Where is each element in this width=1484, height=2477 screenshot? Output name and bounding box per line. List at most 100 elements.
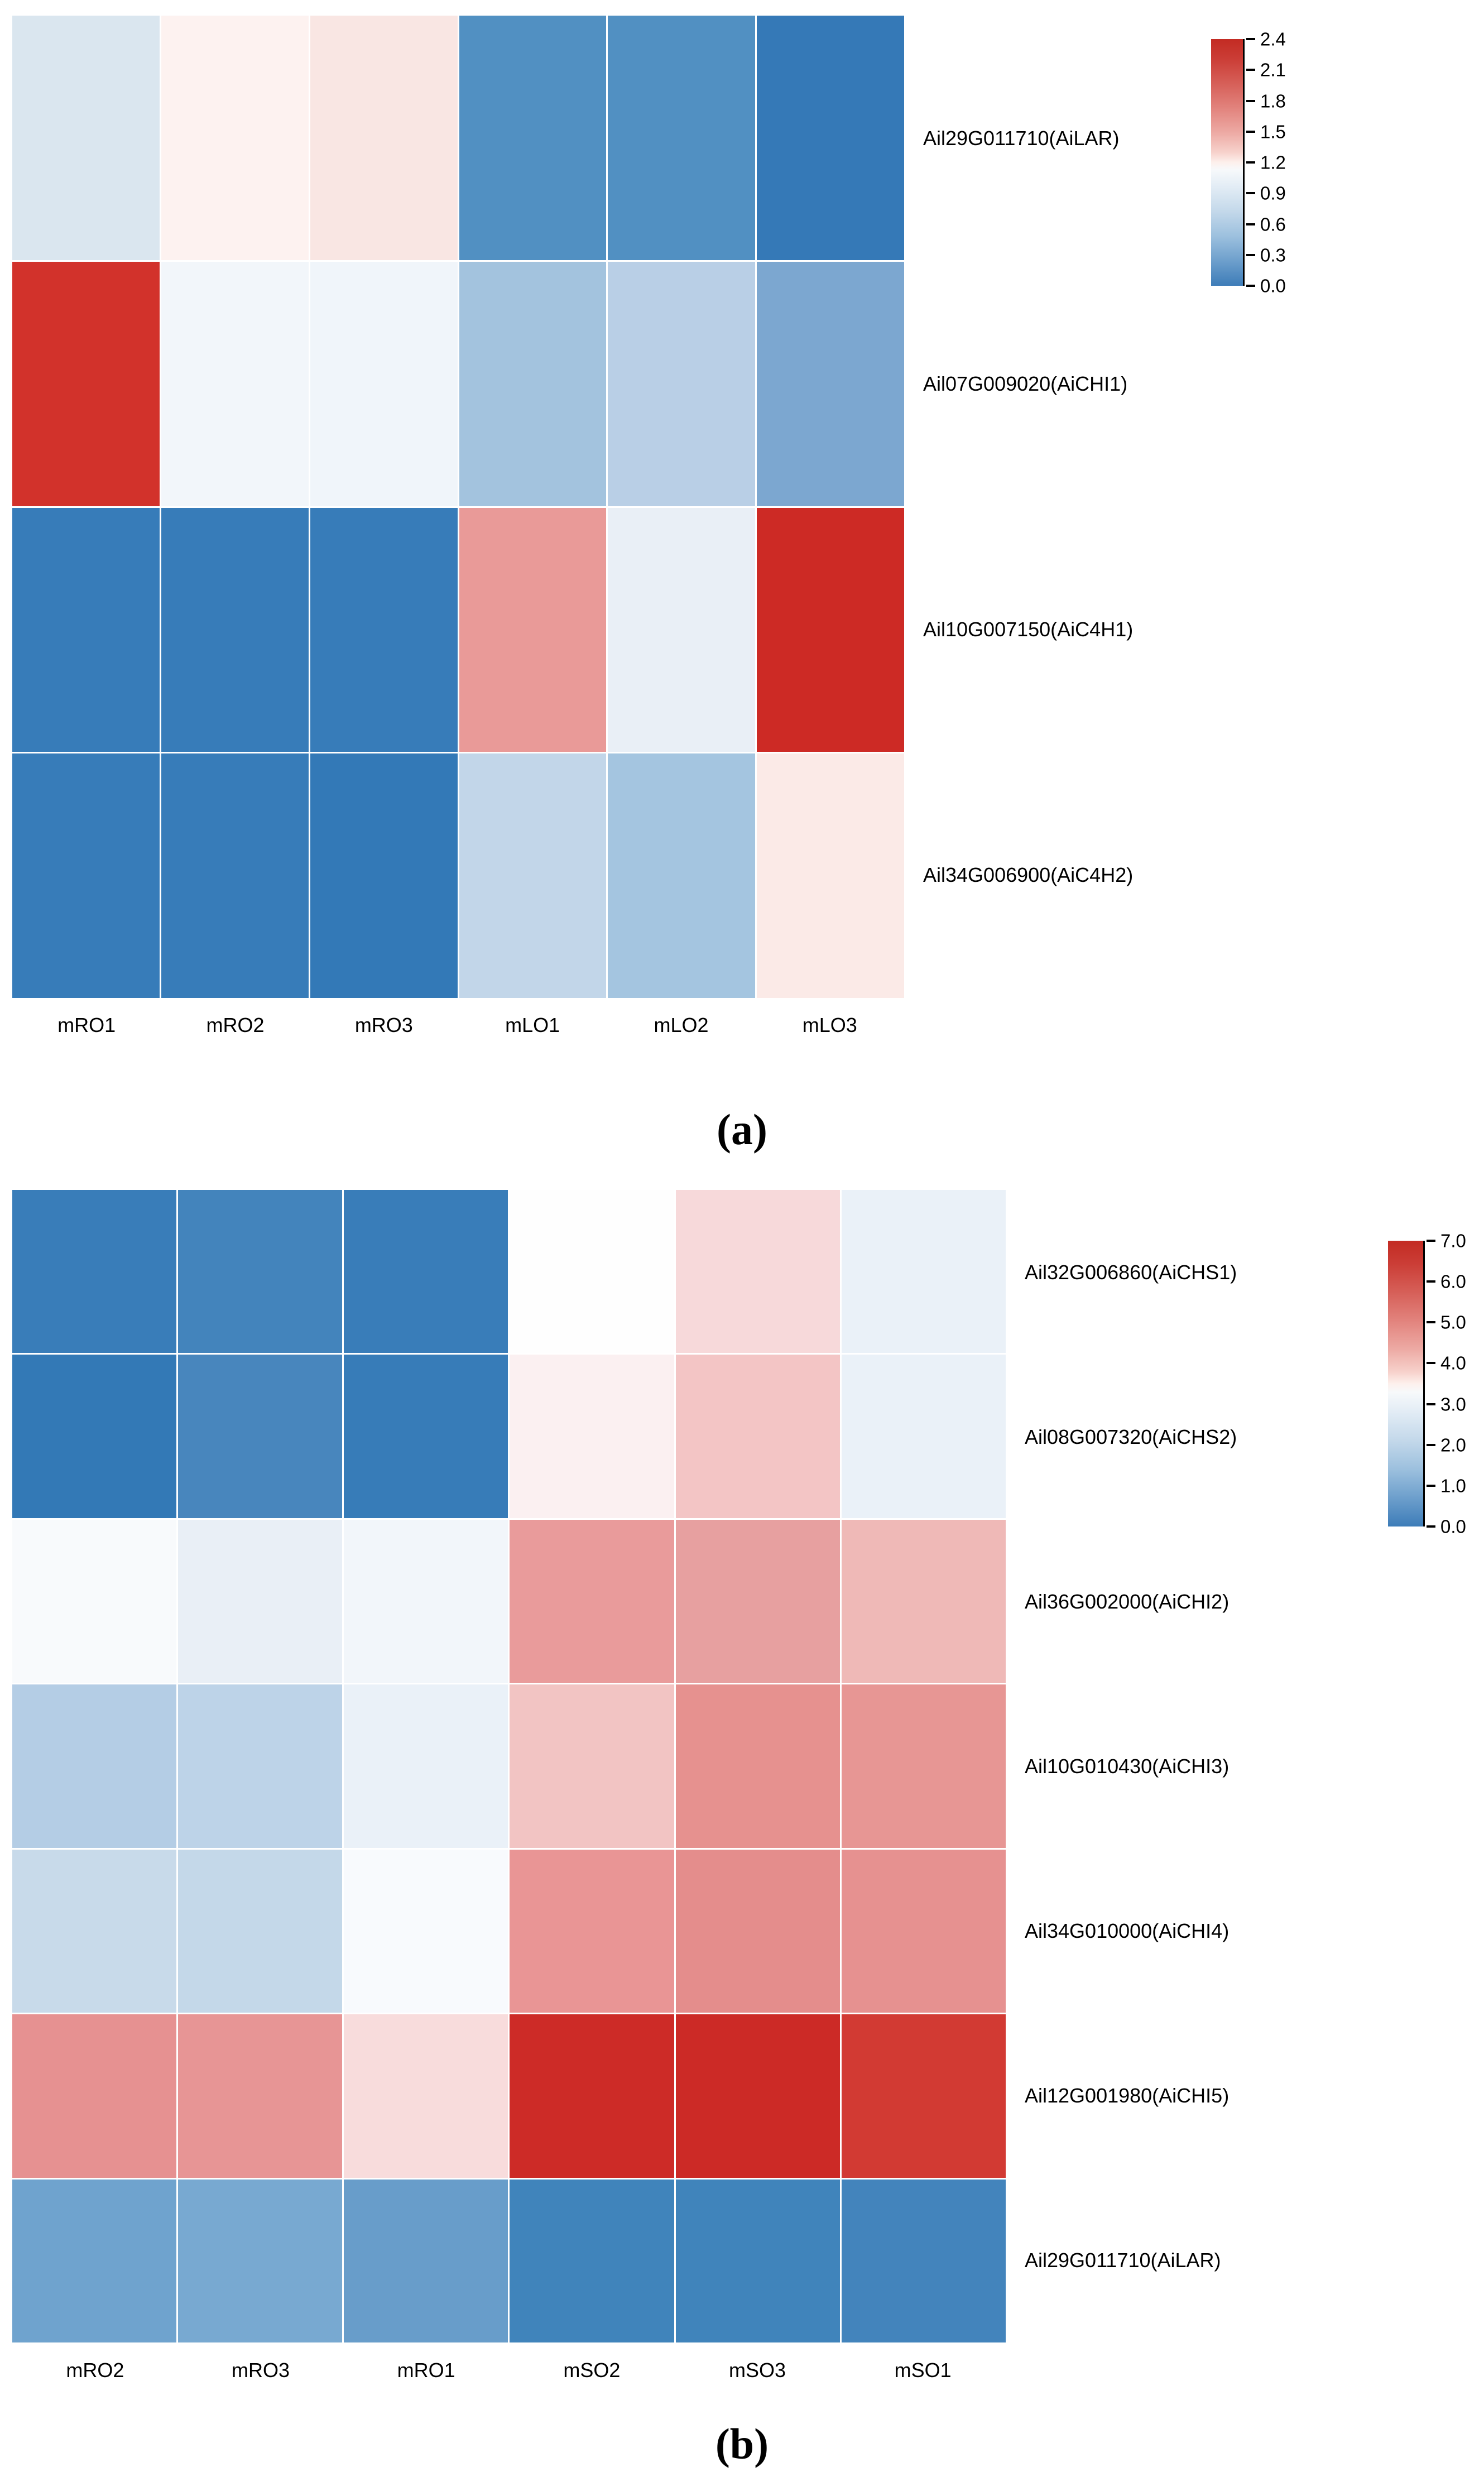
heatmap-cell: [310, 261, 458, 506]
heatmap-cell: [344, 1190, 508, 1353]
heatmap-cell: [841, 1519, 1006, 1683]
heatmap-cell: [675, 1849, 840, 2013]
column-label: mSO1: [894, 2359, 952, 2382]
row-label: Ail29G011710(AiLAR): [1025, 2248, 1221, 2272]
heatmap-cell: [12, 261, 160, 506]
heatmap-cell: [310, 753, 458, 998]
heatmap-cell: [608, 507, 756, 752]
colorbar-tick-label: 7.0: [1440, 1230, 1466, 1251]
heatmap-cell: [12, 1849, 177, 2013]
colorbar-tick-label: 0.6: [1260, 214, 1286, 234]
row-label: Ail07G009020(AiCHI1): [923, 372, 1128, 395]
row-label: Ail12G001980(AiCHI5): [1025, 2084, 1230, 2107]
heatmap-cell: [608, 261, 756, 506]
heatmap-cell: [459, 753, 607, 998]
heatmap-cell: [459, 507, 607, 752]
column-label: mLO1: [505, 1014, 560, 1036]
colorbar-tick-label: 1.8: [1260, 90, 1286, 111]
heatmap-cell: [12, 1684, 177, 1848]
heatmap-cell: [757, 507, 904, 752]
column-label: mRO2: [206, 1014, 265, 1036]
heatmap-b: [12, 1190, 1006, 2342]
colorbar-b: 7.0 6.0 5.0 4.0 3.0 2.0 1.0 0.0: [1388, 1232, 1466, 1536]
row-label: Ail36G002000(AiCHI2): [1025, 1590, 1230, 1613]
heatmap-cell: [12, 2179, 177, 2342]
column-label: mRO1: [57, 1014, 116, 1036]
colorbar-tick-label: 3.0: [1440, 1394, 1466, 1415]
heatmap-cell: [510, 1684, 674, 1848]
colorbar-tick-label: 0.3: [1260, 244, 1286, 266]
caption-a: (a): [717, 1105, 767, 1154]
colorbar-a-ticks: 2.4 2.1 1.8 1.5 1.2 0.9 0.6 0.3 0.0: [1245, 30, 1356, 295]
heatmap-b-column-labels: mRO2 mRO3 mRO1 mSO2 mSO3 mSO1: [12, 2347, 1006, 2394]
colorbar-tick-label: 0.0: [1440, 1516, 1466, 1537]
column-label: mSO2: [563, 2359, 621, 2382]
heatmap-cell: [841, 1355, 1006, 1518]
heatmap-cell: [344, 1355, 508, 1518]
colorbar-a: 2.4 2.1 1.8 1.5 1.2 0.9 0.6 0.3 0.0: [1211, 30, 1286, 295]
heatmap-cell: [675, 2179, 840, 2342]
heatmap-cell: [510, 1355, 674, 1518]
colorbar-tick-label: 1.2: [1260, 152, 1286, 173]
heatmap-cell: [178, 1519, 343, 1683]
heatmap-cell: [178, 2179, 343, 2342]
heatmap-cell: [841, 2179, 1006, 2342]
heatmap-cell: [344, 1684, 508, 1848]
colorbar-tick-label: 2.0: [1440, 1434, 1466, 1456]
heatmap-b-row-labels: Ail32G006860(AiCHS1) Ail08G007320(AiCHS2)…: [1025, 1190, 1360, 2342]
row-label: Ail34G006900(AiC4H2): [923, 863, 1134, 886]
heatmap-cell: [310, 16, 458, 260]
heatmap-cell: [510, 1519, 674, 1683]
heatmap-cell: [161, 16, 309, 260]
colorbar-a-gradient: [1211, 39, 1245, 286]
heatmap-cell: [344, 1849, 508, 2013]
column-label: mSO3: [729, 2359, 786, 2382]
heatmap-a-row-labels: Ail29G011710(AiLAR) Ail07G009020(AiCHI1) A…: [923, 16, 1236, 998]
heatmap-cell: [841, 1684, 1006, 1848]
colorbar-tick-label: 1.0: [1440, 1475, 1466, 1496]
row-label: Ail32G006860(AiCHS1): [1025, 1260, 1237, 1284]
heatmap-cell: [608, 753, 756, 998]
row-label: Ail34G010000(AiCHI4): [1025, 1919, 1230, 1942]
column-label: mRO3: [232, 2359, 290, 2382]
colorbar-tick-label: 2.1: [1260, 59, 1286, 80]
heatmap-cell: [310, 507, 458, 752]
row-label: Ail08G007320(AiCHS2): [1025, 1425, 1237, 1448]
caption-b: (b): [715, 2420, 769, 2468]
colorbar-tick-label: 2.4: [1260, 28, 1286, 50]
heatmap-cell: [12, 507, 160, 752]
heatmap-cell: [178, 1684, 343, 1848]
heatmap-a: [12, 16, 904, 998]
heatmap-cell: [344, 1519, 508, 1683]
heatmap-cell: [178, 1190, 343, 1353]
colorbar-tick-label: 0.9: [1260, 183, 1286, 204]
heatmap-cell: [510, 2014, 674, 2178]
heatmap-cell: [178, 1849, 343, 2013]
column-label: mLO2: [654, 1014, 709, 1036]
colorbar-b-gradient: [1388, 1241, 1425, 1526]
heatmap-cell: [675, 1190, 840, 1353]
row-label: Ail10G010430(AiCHI3): [1025, 1754, 1230, 1778]
heatmap-cell: [12, 1519, 177, 1683]
colorbar-tick-label: 6.0: [1440, 1271, 1466, 1292]
heatmap-cell: [12, 16, 160, 260]
column-label: mRO2: [66, 2359, 124, 2382]
heatmap-cell: [178, 2014, 343, 2178]
heatmap-cell: [757, 16, 904, 260]
heatmap-cell: [344, 2179, 508, 2342]
column-label: mRO3: [354, 1014, 413, 1036]
colorbar-tick-label: 1.5: [1260, 121, 1286, 142]
heatmap-cell: [178, 1355, 343, 1518]
heatmap-cell: [12, 1355, 177, 1518]
column-label: mLO3: [802, 1014, 857, 1036]
colorbar-tick-label: 0.0: [1260, 275, 1286, 296]
heatmap-cell: [675, 1355, 840, 1518]
heatmap-cell: [841, 1849, 1006, 2013]
heatmap-cell: [757, 261, 904, 506]
heatmap-cell: [510, 1190, 674, 1353]
heatmap-cell: [841, 1190, 1006, 1353]
heatmap-cell: [459, 16, 607, 260]
colorbar-b-ticks: 7.0 6.0 5.0 4.0 3.0 2.0 1.0 0.0: [1425, 1232, 1484, 1536]
heatmap-cell: [161, 753, 309, 998]
